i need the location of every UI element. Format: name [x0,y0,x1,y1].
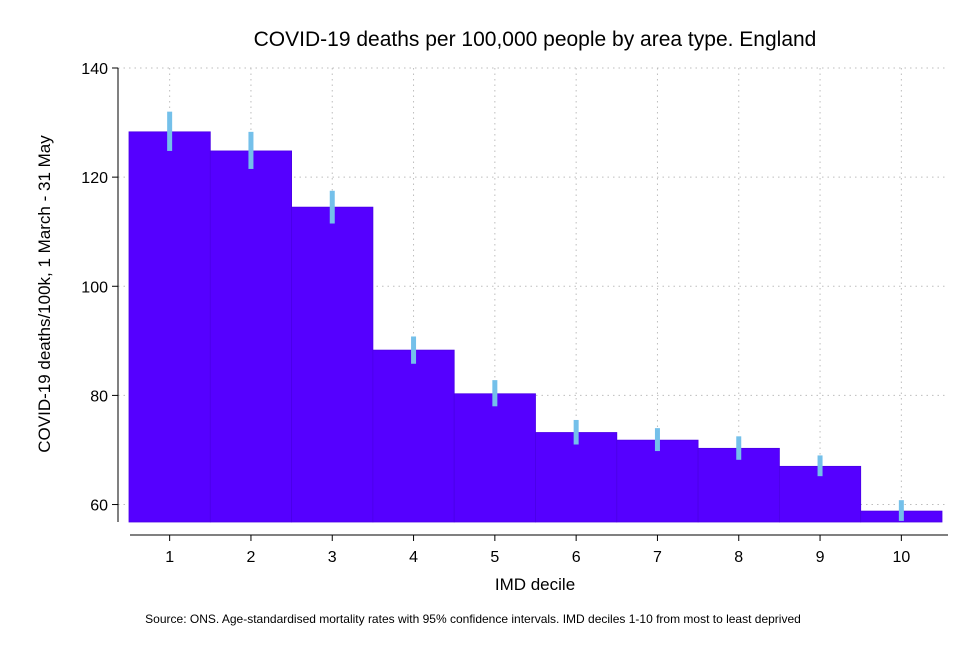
x-tick-label-9: 9 [816,549,825,566]
x-tick-label-5: 5 [490,549,499,566]
x-tick-label-8: 8 [734,549,743,566]
bar-decile-5 [453,393,536,523]
x-tick-label-1: 1 [165,549,174,566]
axes: 60 80 100 120 140 1 2 3 4 5 6 7 8 9 10 [81,61,948,566]
bar-decile-4 [372,349,455,523]
source-note: Source: ONS. Age-standardised mortality … [145,612,801,626]
x-tick-label-10: 10 [892,549,910,566]
x-tick-label-3: 3 [328,549,337,566]
x-axis-label: IMD decile [495,575,575,594]
y-tick-label-140: 140 [81,61,108,78]
x-tick-label-7: 7 [653,549,662,566]
bar-decile-6 [535,432,618,523]
bar-decile-7 [616,439,699,523]
chart-title: COVID-19 deaths per 100,000 people by ar… [254,28,817,51]
x-tick-label-6: 6 [572,549,581,566]
bar-decile-2 [209,150,293,523]
x-tick-label-4: 4 [409,549,418,566]
y-axis-label: COVID-19 deaths/100k, 1 March - 31 May [35,135,54,453]
x-tick-label-2: 2 [246,549,255,566]
y-tick-label-120: 120 [81,170,108,187]
bar-decile-3 [291,206,374,523]
y-tick-label-60: 60 [90,498,108,515]
error-bars [167,111,904,521]
bars [128,131,943,523]
y-tick-label-100: 100 [81,279,108,296]
bar-decile-1 [128,131,211,523]
y-tick-label-80: 80 [90,388,108,405]
